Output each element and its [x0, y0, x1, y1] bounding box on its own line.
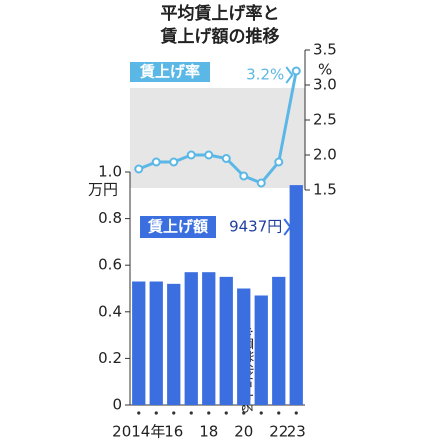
x-tick [207, 411, 211, 415]
y-tick-label: 1.0 [98, 163, 122, 181]
point [169, 157, 179, 167]
y-tick-label: 2.0 [313, 146, 337, 164]
arrow [283, 218, 292, 236]
bar [219, 276, 233, 405]
y-tick-label: 3.0 [313, 76, 337, 94]
legend-box [130, 62, 210, 82]
point [186, 150, 196, 160]
x-tick [189, 411, 193, 415]
y-tick-label: 2.5 [313, 111, 337, 129]
bar [132, 281, 146, 405]
bar [184, 272, 198, 405]
point [256, 178, 266, 188]
legend-label: 賃上げ率 [139, 63, 200, 81]
y-tick-label: 3.5 [313, 41, 337, 59]
x-tick-label: 18 [199, 423, 218, 441]
point [221, 154, 231, 163]
y-tick-label: 0.4 [98, 302, 122, 320]
point [274, 157, 284, 167]
y-tick-label: 1.5 [313, 181, 337, 199]
point [291, 66, 301, 76]
x-tick [277, 411, 281, 415]
legend-label: 賃上げ額 [147, 218, 208, 236]
point [239, 171, 249, 181]
x-tick-label: 22 [269, 423, 288, 441]
bar [289, 185, 303, 405]
x-tick-label: 20 [234, 423, 253, 441]
x-tick [259, 411, 263, 415]
y-tick-label: 0.8 [98, 209, 122, 227]
arrow [285, 66, 294, 84]
background-band [130, 88, 305, 188]
line [138, 70, 298, 185]
point [204, 150, 214, 160]
x-tick-label: 23 [287, 423, 306, 441]
x-tick-label: 16 [164, 423, 183, 441]
bar [167, 283, 181, 405]
y-unit: % [318, 61, 332, 79]
y-tick-label: 0.2 [98, 349, 122, 367]
y-tick-label: 0 [112, 396, 122, 414]
bar [237, 288, 251, 405]
y-tick-label: 0.6 [98, 256, 122, 274]
bar [272, 276, 286, 405]
x-tick-label: 2014年 [112, 423, 165, 441]
x-tick [242, 411, 246, 415]
legend-box [140, 216, 216, 238]
value-label: 9437円 [229, 218, 282, 236]
bar [202, 272, 216, 405]
x-tick [154, 411, 158, 415]
chart-title: 賃上げ額の推移 [160, 26, 280, 47]
y-unit: 万円 [88, 181, 118, 199]
x-tick [224, 411, 228, 415]
point [151, 157, 161, 167]
bar [149, 281, 163, 405]
chart-title: 平均賃上げ率と [161, 3, 280, 24]
value-label: 3.2% [246, 66, 284, 84]
x-tick [294, 411, 298, 415]
bar [254, 295, 268, 405]
x-tick [172, 411, 176, 415]
x-tick [137, 411, 141, 415]
point [134, 164, 144, 174]
